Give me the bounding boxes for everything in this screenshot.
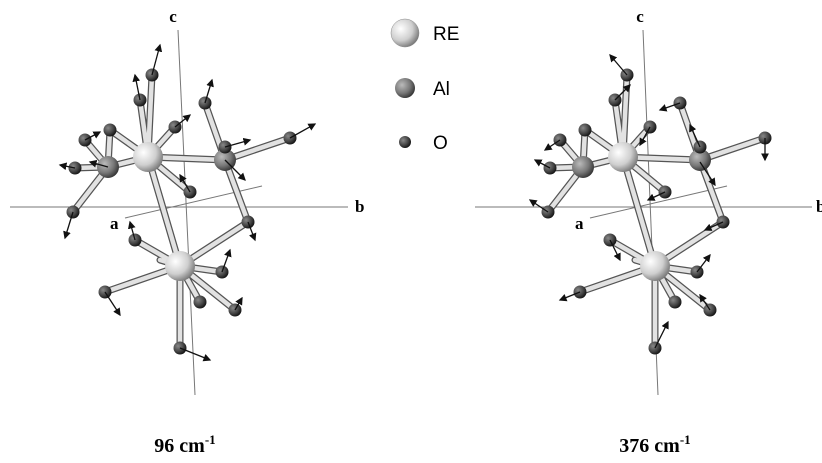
caption-sup: -1: [205, 432, 216, 447]
legend-swatch: [391, 19, 419, 47]
legend: RE Al O: [391, 19, 459, 154]
legend-label: O: [433, 133, 448, 154]
axis-label-a: a: [575, 214, 584, 233]
axis-label-a: a: [110, 214, 119, 233]
page: c b a 96 cm-1 c b a 376 cm-1 RE Al O (()…: [0, 0, 822, 463]
axis-label-b: b: [816, 197, 822, 216]
axis-label-c: c: [169, 7, 177, 26]
caption-main: 96 cm: [154, 435, 205, 457]
legend-label: RE: [433, 24, 459, 45]
axis-label-c: c: [636, 7, 644, 26]
caption: 96 cm-1: [154, 432, 215, 457]
legend-label: Al: [433, 79, 450, 100]
figure: c b a 96 cm-1 c b a 376 cm-1 RE Al O: [0, 0, 822, 463]
axis-label-b: b: [355, 197, 364, 216]
legend-swatch: [395, 78, 415, 98]
panel-right: c b a 376 cm-1: [475, 7, 822, 457]
caption: 376 cm-1: [619, 432, 690, 457]
legend-swatch: [399, 136, 411, 148]
caption-sup: -1: [680, 432, 691, 447]
caption-main: 376 cm: [619, 435, 680, 457]
panel-left: c b a 96 cm-1: [10, 7, 364, 457]
